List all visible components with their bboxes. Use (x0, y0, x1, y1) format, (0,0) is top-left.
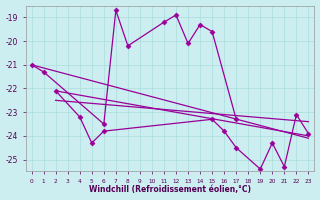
X-axis label: Windchill (Refroidissement éolien,°C): Windchill (Refroidissement éolien,°C) (89, 185, 251, 194)
